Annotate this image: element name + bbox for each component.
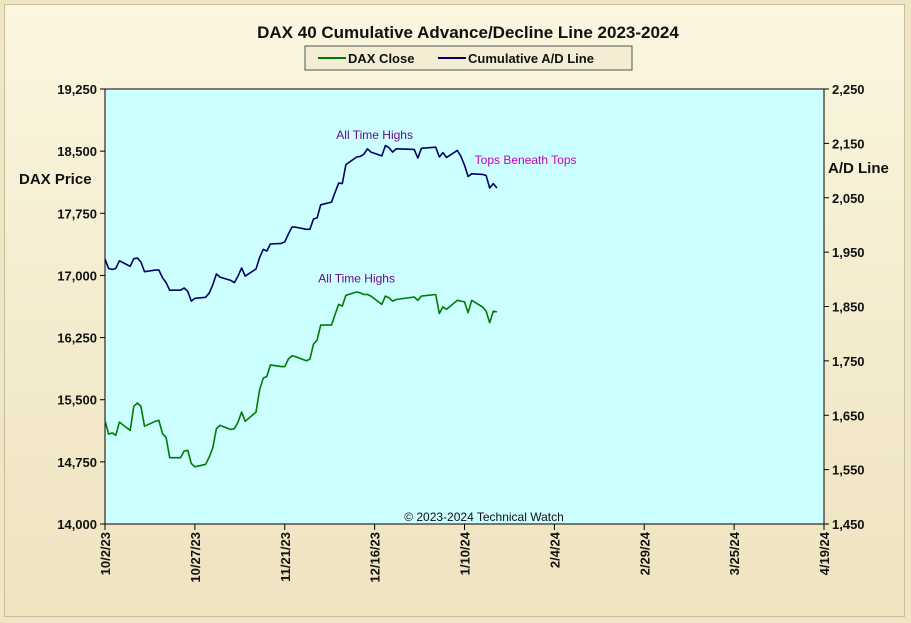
x-tick-label: 1/10/24 bbox=[458, 531, 473, 575]
chart-title: DAX 40 Cumulative Advance/Decline Line 2… bbox=[257, 23, 679, 42]
y-right-tick-label: 1,850 bbox=[832, 300, 865, 315]
annotation-tops-beneath-tops: Tops Beneath Tops bbox=[475, 153, 577, 167]
x-tick-label: 4/19/24 bbox=[817, 531, 832, 575]
x-tick-label: 2/4/24 bbox=[547, 531, 562, 568]
legend: DAX Close Cumulative A/D Line bbox=[304, 45, 633, 71]
axes: 14,000 14,750 15,500 16,250 17,000 17,750 18,5… bbox=[57, 82, 864, 583]
plot-area bbox=[104, 88, 825, 525]
legend-label-ad-line: Cumulative A/D Line bbox=[468, 51, 594, 66]
x-tick-label: 12/16/23 bbox=[368, 532, 383, 583]
y-left-tick-label: 15,500 bbox=[57, 393, 97, 408]
y-right-tick-label: 1,750 bbox=[832, 354, 865, 369]
y-left-tick-label: 17,750 bbox=[57, 206, 97, 221]
x-tick-label: 10/2/23 bbox=[98, 532, 113, 575]
series-lines bbox=[104, 144, 498, 468]
y-right-tick-label: 2,250 bbox=[832, 82, 865, 97]
series-line-dax-close bbox=[104, 291, 498, 468]
legend-box bbox=[304, 45, 633, 71]
legend-label-dax-close: DAX Close bbox=[348, 51, 414, 66]
x-tick-label: 11/21/23 bbox=[278, 532, 293, 582]
y-left-tick-label: 14,000 bbox=[57, 517, 97, 532]
y-left-tick-label: 18,500 bbox=[57, 144, 97, 159]
y-right-tick-label: 2,050 bbox=[832, 191, 865, 206]
y-right-tick-label: 1,450 bbox=[832, 517, 865, 532]
y-right-tick-label: 1,650 bbox=[832, 408, 865, 423]
y-left-tick-label: 19,250 bbox=[57, 82, 97, 97]
y-right-axis-label: A/D Line bbox=[828, 160, 889, 177]
x-tick-label: 10/27/23 bbox=[188, 532, 203, 583]
annotation-all-time-highs: All Time Highs bbox=[318, 271, 395, 285]
copyright-text: © 2023-2024 Technical Watch bbox=[404, 510, 564, 524]
series-line-cumulative-a-d-line bbox=[104, 144, 498, 302]
y-left-tick-label: 16,250 bbox=[57, 331, 97, 346]
y-right-tick-label: 1,950 bbox=[832, 245, 865, 260]
y-left-axis-label: DAX Price bbox=[19, 171, 92, 188]
y-left-tick-label: 17,000 bbox=[57, 268, 97, 283]
x-tick-label: 3/25/24 bbox=[727, 531, 742, 575]
x-tick-label: 2/29/24 bbox=[637, 531, 652, 575]
y-right-tick-label: 1,550 bbox=[832, 463, 865, 478]
annotation-all-time-highs: All Time Highs bbox=[336, 128, 413, 142]
y-left-tick-label: 14,750 bbox=[57, 455, 97, 470]
annotations: All Time Highs Tops Beneath Tops All Time … bbox=[318, 128, 576, 285]
y-right-tick-label: 2,150 bbox=[832, 136, 865, 151]
